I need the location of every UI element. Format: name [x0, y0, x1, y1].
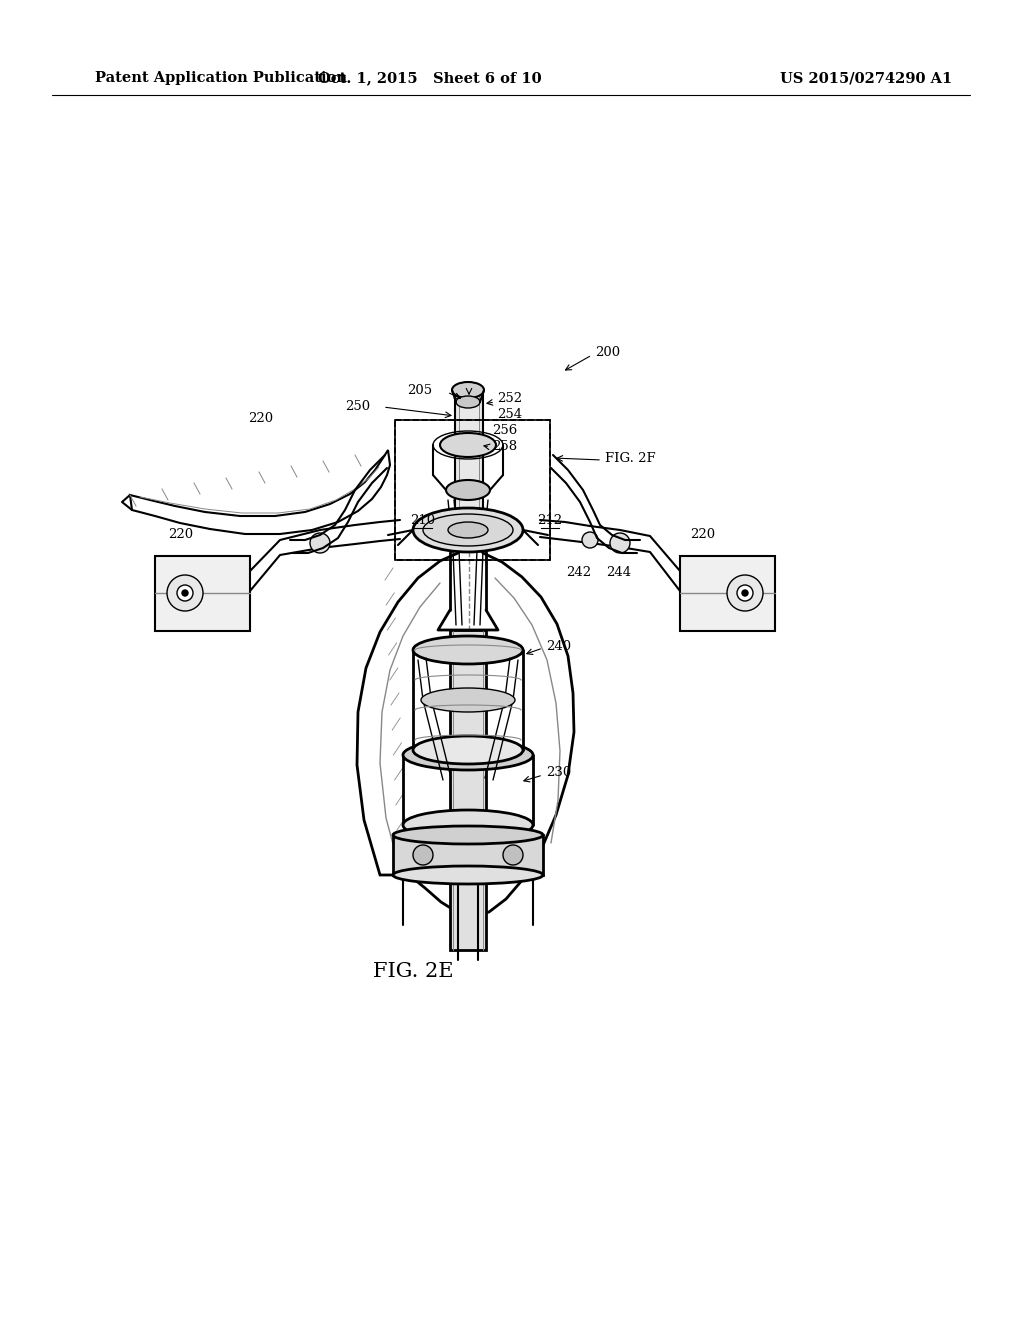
Text: 220: 220 — [690, 528, 715, 541]
Circle shape — [177, 585, 193, 601]
Ellipse shape — [452, 381, 484, 399]
Text: 254: 254 — [497, 408, 522, 421]
Text: 242: 242 — [566, 565, 591, 578]
Text: Patent Application Publication: Patent Application Publication — [95, 71, 347, 84]
Circle shape — [503, 845, 523, 865]
Text: 212: 212 — [538, 513, 562, 527]
Text: 220: 220 — [168, 528, 194, 541]
Polygon shape — [155, 556, 250, 631]
Ellipse shape — [449, 521, 488, 539]
Text: 220: 220 — [248, 412, 273, 425]
Text: Oct. 1, 2015   Sheet 6 of 10: Oct. 1, 2015 Sheet 6 of 10 — [318, 71, 542, 84]
Circle shape — [742, 590, 748, 597]
Ellipse shape — [413, 508, 523, 552]
Bar — [395, 420, 550, 560]
Text: 258: 258 — [492, 441, 517, 454]
Circle shape — [727, 576, 763, 611]
Text: FIG. 2F: FIG. 2F — [605, 453, 655, 466]
Circle shape — [310, 533, 330, 553]
Circle shape — [182, 590, 188, 597]
Circle shape — [582, 532, 598, 548]
Ellipse shape — [440, 433, 496, 457]
Polygon shape — [393, 836, 543, 875]
Text: 250: 250 — [345, 400, 370, 412]
Circle shape — [413, 845, 433, 865]
Circle shape — [610, 533, 630, 553]
Text: 200: 200 — [595, 346, 621, 359]
Polygon shape — [450, 630, 486, 950]
Polygon shape — [130, 450, 390, 535]
Ellipse shape — [423, 513, 513, 546]
Bar — [395, 420, 550, 560]
Ellipse shape — [403, 810, 534, 840]
Ellipse shape — [446, 480, 490, 500]
Text: 244: 244 — [606, 565, 631, 578]
Text: 240: 240 — [546, 639, 571, 652]
Polygon shape — [455, 389, 483, 510]
Ellipse shape — [413, 636, 523, 664]
Ellipse shape — [421, 688, 515, 711]
Ellipse shape — [413, 737, 523, 764]
Text: 252: 252 — [497, 392, 522, 405]
Circle shape — [737, 585, 753, 601]
Ellipse shape — [456, 396, 480, 408]
Polygon shape — [680, 556, 775, 631]
Text: 230: 230 — [546, 767, 571, 780]
Text: 256: 256 — [492, 425, 517, 437]
Polygon shape — [357, 535, 574, 916]
Text: FIG. 2E: FIG. 2E — [373, 962, 454, 981]
Circle shape — [167, 576, 203, 611]
Ellipse shape — [403, 741, 534, 770]
Text: 205: 205 — [407, 384, 432, 396]
Ellipse shape — [393, 826, 543, 843]
Text: 210: 210 — [411, 513, 435, 527]
Text: US 2015/0274290 A1: US 2015/0274290 A1 — [780, 71, 952, 84]
Ellipse shape — [393, 866, 543, 884]
